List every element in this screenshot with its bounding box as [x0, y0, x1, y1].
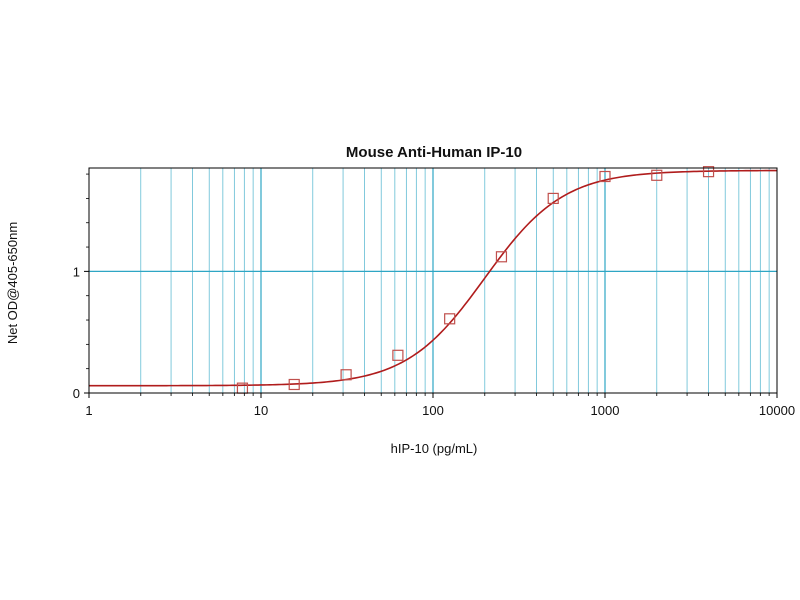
data-point-square: [392, 349, 404, 361]
y-tick-label: 0: [73, 386, 80, 401]
data-points: [236, 166, 715, 394]
data-point-square: [288, 378, 300, 391]
data-point-square: [651, 169, 663, 181]
data-point-square: [495, 251, 508, 263]
data-point-square: [599, 170, 611, 183]
x-tick-label: 1: [85, 403, 92, 418]
y-tick-label: 1: [73, 264, 80, 279]
data-point-square: [340, 369, 352, 381]
data-point-square: [547, 192, 559, 205]
x-axis-label: hIP-10 (pg/mL): [391, 441, 478, 456]
grid-lines: [89, 168, 777, 393]
x-tick-label: 100: [422, 403, 444, 418]
chart-title: Mouse Anti-Human IP-10: [346, 144, 522, 161]
data-point-square: [702, 166, 715, 178]
y-axis-label: Net OD@405-650nm: [5, 222, 20, 344]
x-tick-label: 1000: [591, 403, 620, 418]
x-tick-label: 10: [254, 403, 268, 418]
data-point-square: [444, 313, 456, 325]
x-tick-label: 10000: [759, 403, 795, 418]
